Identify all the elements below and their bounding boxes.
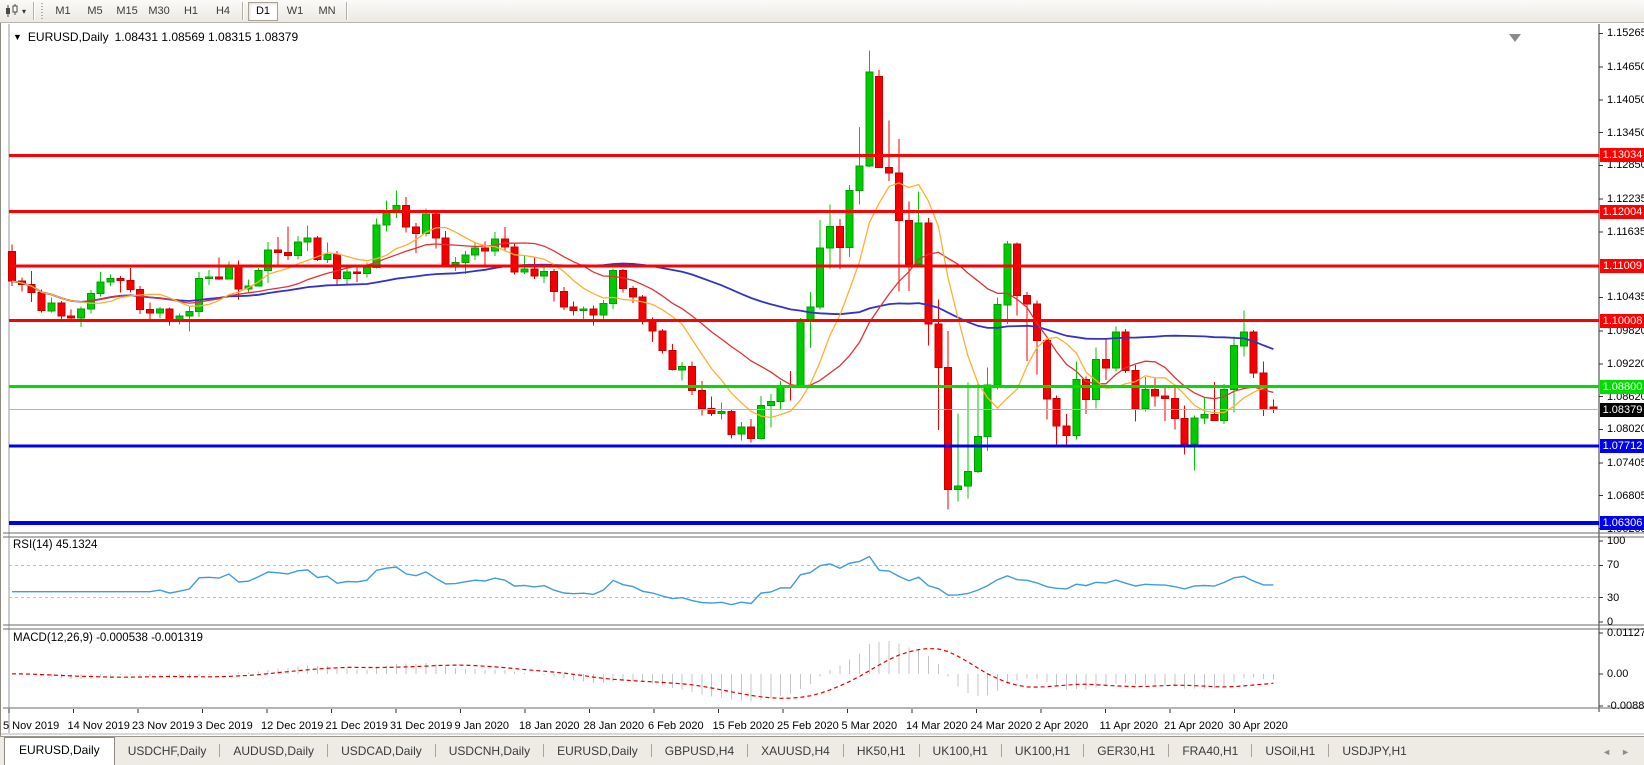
- chart-tab-usdchf-daily[interactable]: USDCHF,Daily: [127, 744, 207, 758]
- timeframe-button-h1[interactable]: H1: [176, 2, 206, 21]
- timeframe-button-w1[interactable]: W1: [280, 2, 310, 21]
- tab-separator: [918, 744, 920, 757]
- chart-type-button[interactable]: ▾: [0, 2, 30, 20]
- timeframe-button-m30[interactable]: M30: [144, 2, 174, 21]
- chart-window[interactable]: 1.15265 1.14650 1.14050 1.13450 1.12850 1.122…: [0, 23, 1644, 736]
- tab-separator: [1251, 744, 1253, 757]
- tabs-scroll-left-icon[interactable]: ◄: [1602, 747, 1612, 757]
- chart-title-overlay: ▼ EURUSD,Daily 1.08431 1.08569 1.08315 1…: [13, 30, 298, 44]
- timeframe-button-m1[interactable]: M1: [48, 2, 78, 21]
- chart-tab-usoil-h1[interactable]: USOil,H1: [1265, 744, 1316, 758]
- symbol-dropdown-icon[interactable]: ▼: [13, 32, 22, 42]
- timeframe-buttons: M1 M5 M15 M30 H1 H4 D1 W1 MN: [47, 1, 351, 21]
- tab-separator: [1083, 744, 1085, 757]
- chart-tab-fra40-h1[interactable]: FRA40,H1: [1182, 744, 1239, 758]
- chart-tabs: EURUSD,Daily USDCHF,Daily AUDUSD,Daily USDC…: [0, 737, 1420, 765]
- chart-tab-usdjpy-h1[interactable]: USDJPY,H1: [1342, 744, 1407, 758]
- tab-separator: [1168, 744, 1170, 757]
- tab-separator: [434, 744, 436, 757]
- chart-tab-eurusd-daily[interactable]: EURUSD,Daily: [557, 744, 638, 758]
- price-chart-canvas[interactable]: [1, 23, 1644, 736]
- tab-separator: [1000, 744, 1002, 757]
- toolbar-separator: [33, 2, 36, 20]
- tabs-scroll-right-icon[interactable]: ►: [1621, 747, 1630, 757]
- chart-tab-bar: EURUSD,Daily USDCHF,Daily AUDUSD,Daily USDC…: [0, 736, 1644, 765]
- chart-tab-ger30-h1[interactable]: GER30,H1: [1097, 744, 1156, 758]
- chart-symbol-label: EURUSD,Daily: [27, 30, 109, 44]
- candlestick-chart-icon: [6, 4, 18, 17]
- tab-separator: [1328, 744, 1330, 757]
- tab-separator: [747, 744, 749, 757]
- macd-indicator-label: MACD(12,26,9) -0.000538 -0.001319: [13, 632, 203, 644]
- toolbar-grip[interactable]: [40, 3, 45, 19]
- tab-separator: [842, 744, 844, 757]
- chart-ohlc-label: 1.08431 1.08569 1.08315 1.08379: [114, 30, 299, 44]
- chart-shift-marker-icon[interactable]: [1509, 34, 1521, 42]
- chart-tab-hk50-h1[interactable]: HK50,H1: [856, 744, 906, 758]
- toolbar-separator: [346, 2, 349, 20]
- chevron-down-icon: ▾: [22, 6, 27, 16]
- chart-tab-usdcnh-daily[interactable]: USDCNH,Daily: [448, 744, 531, 758]
- timeframe-toolbar: ▾ M1 M5 M15 M30 H1 H4 D1 W1 MN: [0, 0, 1644, 23]
- chart-tab-gbpusd-h4[interactable]: GBPUSD,H4: [664, 744, 735, 758]
- tab-separator: [650, 744, 652, 757]
- toolbar-separator: [242, 2, 245, 20]
- tab-separator: [327, 744, 329, 757]
- timeframe-button-m5[interactable]: M5: [80, 2, 110, 21]
- tab-scroll-arrows: ◄ ►: [1602, 747, 1644, 765]
- chart-tab-uk100-h1[interactable]: UK100,H1: [932, 744, 988, 758]
- timeframe-button-d1[interactable]: D1: [248, 1, 279, 21]
- tab-separator: [543, 744, 545, 757]
- tab-separator: [219, 744, 221, 757]
- chart-tab-eurusd-daily[interactable]: EURUSD,Daily: [4, 737, 115, 765]
- chart-tab-xauusd-h4[interactable]: XAUUSD,H4: [761, 744, 830, 758]
- rsi-indicator-label: RSI(14) 45.1324: [13, 539, 98, 551]
- timeframe-button-h4[interactable]: H4: [208, 2, 238, 21]
- timeframe-button-mn[interactable]: MN: [312, 2, 342, 21]
- chart-tab-usdcad-daily[interactable]: USDCAD,Daily: [341, 744, 422, 758]
- timeframe-button-m15[interactable]: M15: [112, 2, 142, 21]
- chart-tab-uk100-h1[interactable]: UK100,H1: [1014, 744, 1071, 758]
- chart-tab-audusd-daily[interactable]: AUDUSD,Daily: [233, 744, 315, 758]
